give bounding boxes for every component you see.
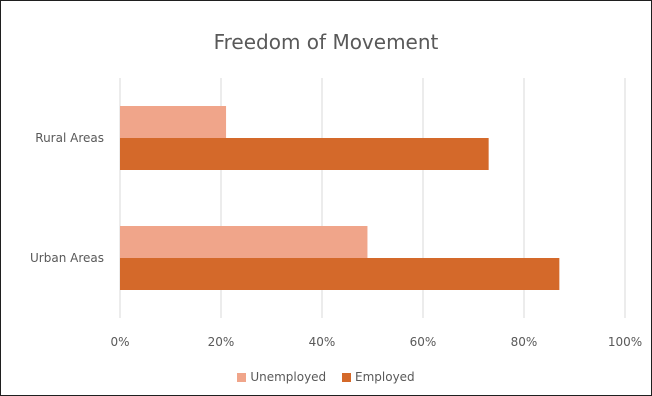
bar-unemployed-urban-areas: [120, 226, 368, 258]
x-tick-label: 20%: [208, 335, 235, 349]
legend-label-employed: Employed: [355, 370, 415, 384]
x-tick-label: 60%: [410, 335, 437, 349]
legend-label-unemployed: Unemployed: [250, 370, 327, 384]
bars: [120, 106, 560, 290]
x-tick-label: 100%: [608, 335, 642, 349]
x-tick-label: 40%: [309, 335, 336, 349]
category-label: Rural Areas: [35, 131, 104, 145]
legend-item-unemployed: Unemployed: [237, 370, 326, 384]
legend: Unemployed Employed: [0, 370, 652, 385]
bar-unemployed-rural-areas: [120, 106, 227, 138]
legend-swatch-unemployed: [237, 372, 247, 382]
legend-swatch-employed: [342, 372, 351, 382]
x-tick-labels: 0% 20% 40% 60% 80% 100%: [110, 335, 642, 349]
bar-employed-urban-areas: [120, 258, 560, 290]
x-tick-label: 0%: [110, 335, 129, 349]
bar-employed-rural-areas: [120, 138, 489, 170]
category-labels: Rural Areas Urban Areas: [30, 131, 104, 265]
chart-title: Freedom of Movement: [213, 30, 439, 54]
x-tick-label: 80%: [511, 335, 538, 349]
legend-item-employed: Employed: [342, 370, 415, 384]
category-label: Urban Areas: [30, 251, 104, 265]
